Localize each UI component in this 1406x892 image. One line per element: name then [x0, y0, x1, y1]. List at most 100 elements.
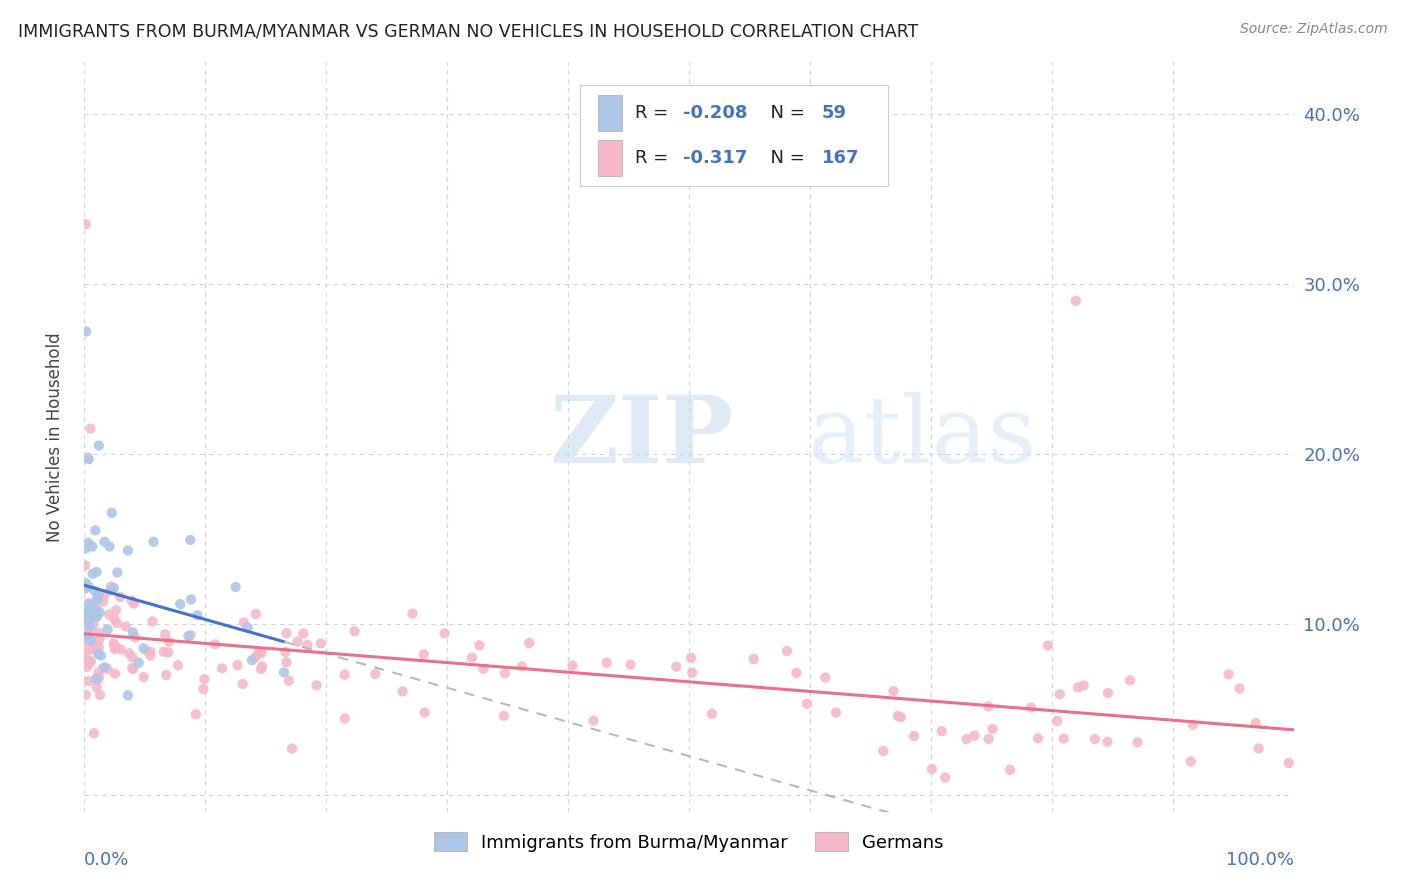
Point — [742, 652, 765, 666]
Point — [79, 421, 101, 435]
Point — [80, 633, 103, 648]
Point — [86, 601, 108, 615]
Point — [1064, 293, 1087, 308]
Point — [232, 615, 254, 630]
Point — [245, 607, 267, 621]
Point — [89, 632, 111, 647]
Point — [981, 722, 1004, 736]
Point — [75, 615, 97, 630]
Point — [122, 662, 145, 676]
Point — [87, 591, 110, 606]
Point — [274, 645, 297, 659]
Point — [77, 609, 100, 624]
Point — [115, 619, 138, 633]
Point — [177, 629, 200, 643]
Point — [73, 630, 96, 644]
Point — [232, 677, 254, 691]
Point — [998, 763, 1021, 777]
Point — [87, 587, 110, 601]
Text: N =: N = — [759, 149, 811, 167]
Point — [105, 566, 128, 580]
Point — [492, 708, 515, 723]
Legend: Immigrants from Burma/Myanmar, Germans: Immigrants from Burma/Myanmar, Germans — [427, 825, 950, 859]
Point — [79, 599, 101, 614]
Point — [87, 665, 110, 680]
Point — [79, 656, 101, 670]
Point — [1026, 731, 1049, 746]
Point — [1097, 735, 1119, 749]
Point — [87, 640, 110, 655]
Point — [226, 658, 249, 673]
Point — [180, 592, 202, 607]
Point — [305, 678, 328, 692]
Point — [80, 654, 103, 668]
Point — [977, 699, 1000, 714]
Point — [814, 671, 837, 685]
Point — [82, 641, 104, 656]
Point — [963, 729, 986, 743]
Text: 100.0%: 100.0% — [1226, 851, 1294, 869]
Point — [103, 581, 125, 595]
Point — [77, 450, 100, 465]
Point — [77, 674, 100, 689]
Text: -0.317: -0.317 — [683, 149, 747, 167]
Point — [73, 603, 96, 617]
Point — [157, 645, 180, 659]
Point — [75, 576, 97, 591]
Point — [75, 607, 97, 621]
Point — [472, 662, 495, 676]
Point — [103, 612, 125, 626]
Point — [100, 580, 122, 594]
Point — [121, 661, 143, 675]
Point — [1218, 667, 1240, 681]
FancyBboxPatch shape — [581, 85, 889, 186]
Point — [169, 597, 191, 611]
Point — [77, 579, 100, 593]
Point — [98, 607, 121, 622]
Point — [83, 584, 105, 599]
Point — [94, 660, 117, 674]
Text: 167: 167 — [823, 149, 859, 167]
Point — [97, 662, 120, 676]
Point — [825, 706, 848, 720]
Point — [82, 540, 104, 554]
Point — [118, 646, 141, 660]
Point — [77, 607, 100, 621]
Point — [582, 714, 605, 728]
Point — [561, 658, 583, 673]
Point — [364, 667, 387, 681]
Point — [273, 665, 295, 680]
Point — [75, 612, 97, 626]
Bar — [599, 140, 623, 176]
Point — [1097, 686, 1119, 700]
Point — [83, 726, 105, 740]
Point — [412, 648, 434, 662]
Point — [494, 666, 516, 681]
Point — [110, 590, 132, 604]
Point — [276, 655, 298, 669]
Point — [100, 583, 122, 598]
Point — [681, 650, 703, 665]
Point — [73, 652, 96, 666]
Point — [104, 666, 127, 681]
Point — [247, 646, 270, 660]
Point — [93, 535, 115, 549]
Text: R =: R = — [634, 149, 673, 167]
Point — [76, 605, 98, 619]
Text: atlas: atlas — [807, 392, 1036, 482]
Point — [105, 616, 128, 631]
Point — [75, 558, 97, 573]
Point — [122, 625, 145, 640]
Point — [75, 582, 97, 596]
Point — [204, 637, 226, 651]
Point — [167, 658, 190, 673]
Point — [86, 681, 108, 695]
Point — [75, 635, 97, 649]
Point — [619, 657, 641, 672]
Point — [98, 540, 121, 554]
Point — [333, 711, 356, 725]
Point — [104, 641, 127, 656]
Point — [97, 623, 120, 637]
Point — [139, 645, 162, 659]
Point — [87, 647, 110, 661]
